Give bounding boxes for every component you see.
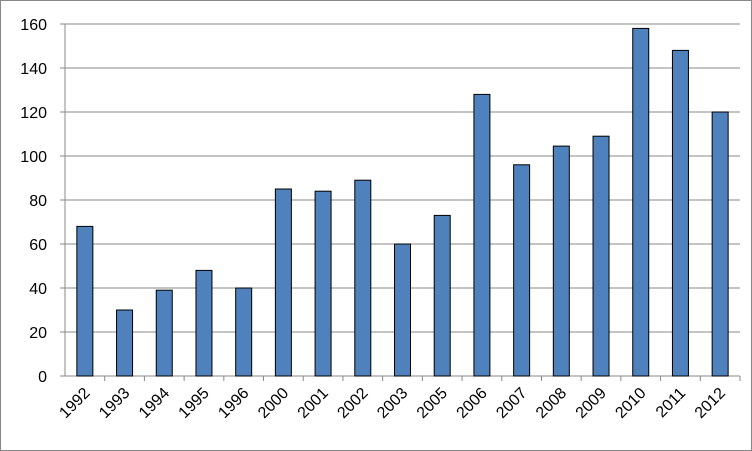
bar: [274, 188, 292, 377]
y-tick-label: 80: [29, 193, 47, 210]
bar: [394, 243, 411, 377]
y-tick-label: 140: [20, 61, 47, 78]
bar: [76, 225, 94, 377]
bar: [354, 179, 372, 377]
bar: [671, 49, 689, 377]
bar: [235, 287, 253, 377]
bar: [433, 214, 451, 377]
bar: [155, 289, 173, 377]
y-tick-label: 60: [29, 237, 47, 254]
bar: [592, 135, 610, 377]
bar: [632, 27, 650, 377]
bar: [195, 269, 213, 377]
bar: [314, 190, 332, 377]
y-tick-label: 100: [20, 149, 47, 166]
y-tick-label: 40: [29, 281, 47, 298]
y-tick-label: 160: [20, 17, 47, 34]
bar: [552, 145, 570, 377]
bar: [711, 111, 729, 377]
bar: [116, 309, 134, 377]
y-tick-label: 20: [29, 325, 47, 342]
bar: [513, 164, 531, 377]
y-tick-label: 120: [20, 105, 47, 122]
y-tick-label: 0: [38, 369, 47, 386]
bar: [473, 93, 491, 377]
